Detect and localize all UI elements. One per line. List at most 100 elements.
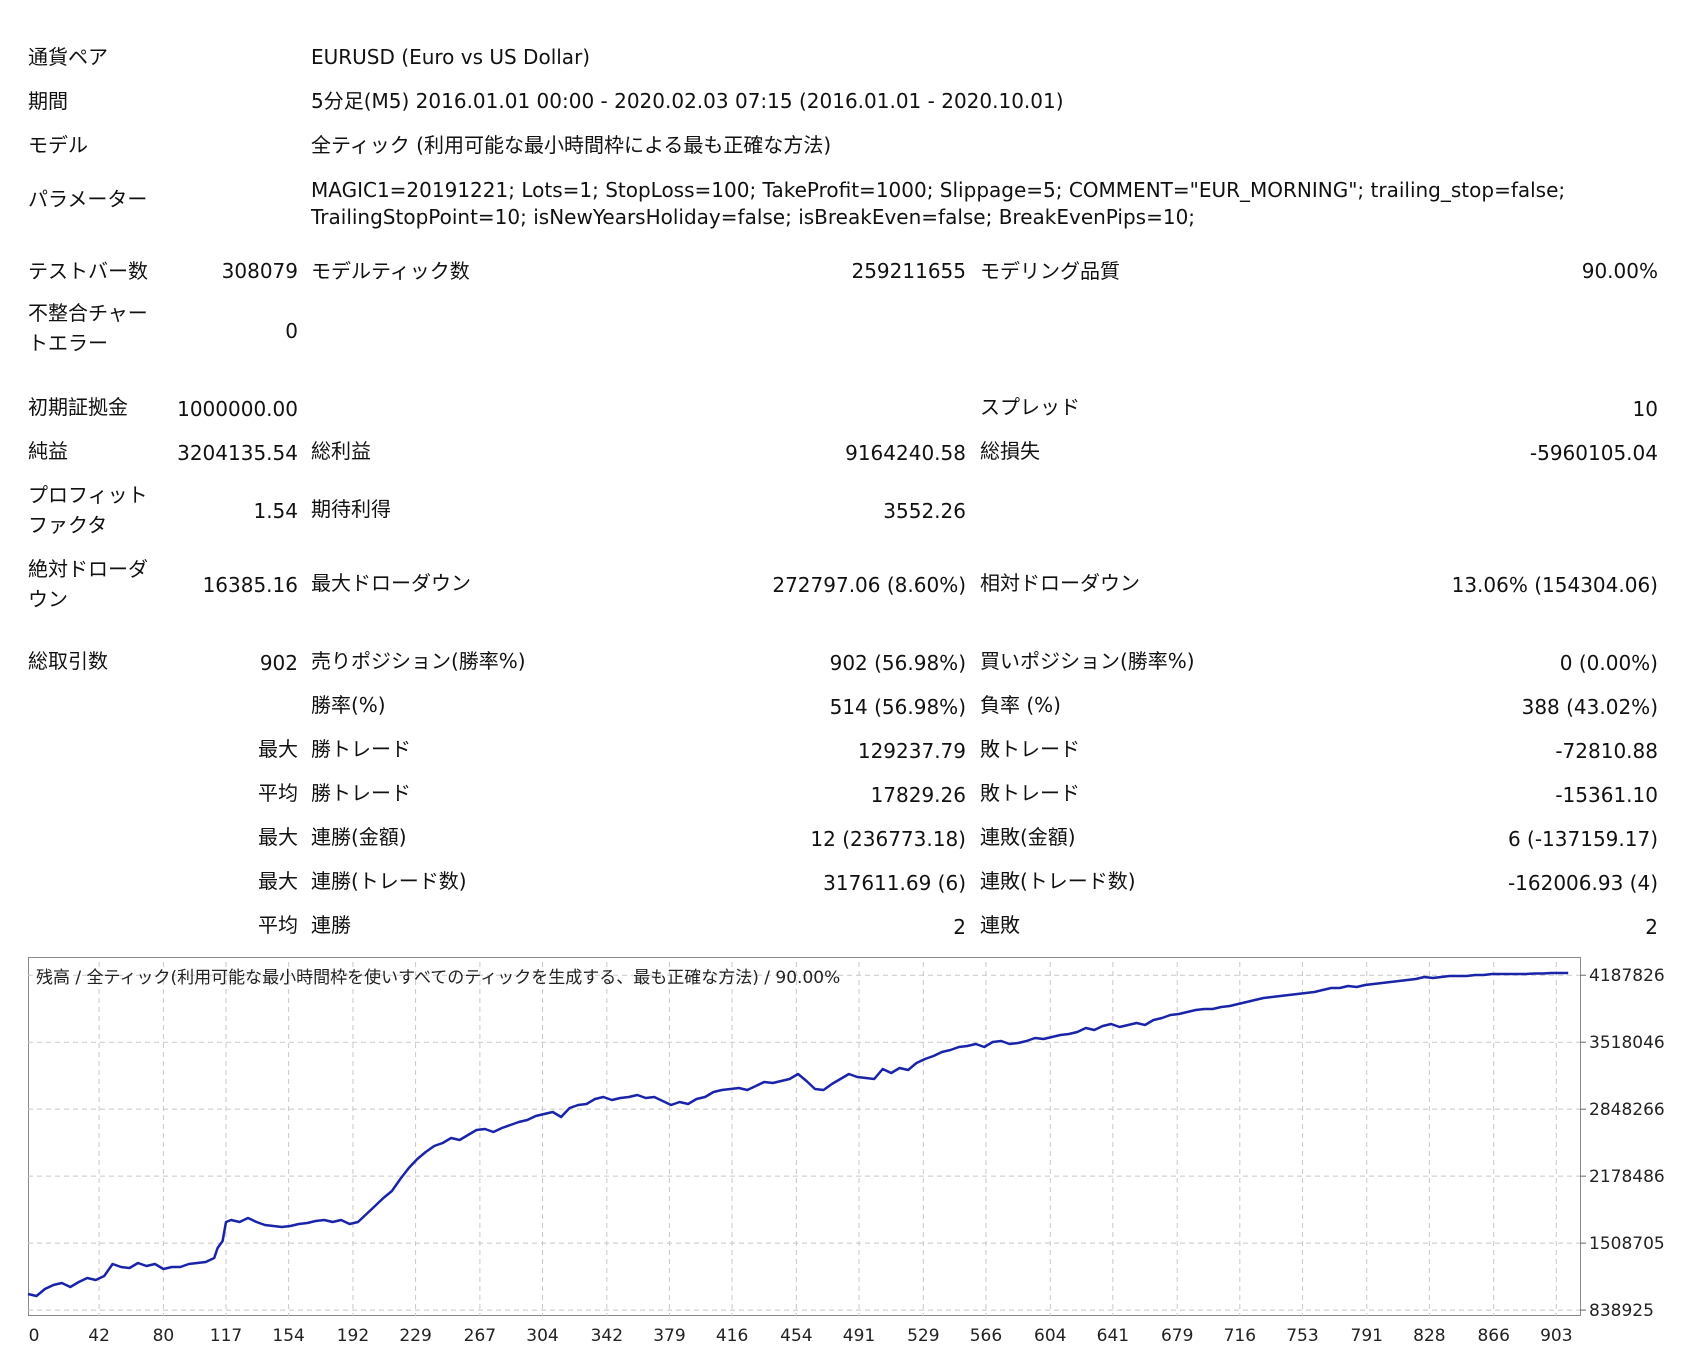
- x-tick-label: 342: [591, 1326, 623, 1346]
- cons-wins-count-label: 連勝(トレード数): [311, 869, 467, 893]
- long-positions-label: 買いポジション(勝率%): [980, 649, 1195, 673]
- x-tick-label: 304: [526, 1326, 558, 1346]
- gross-loss-label: 総損失: [980, 439, 1040, 463]
- y-tick-label: 4187826: [1589, 966, 1665, 986]
- y-tick-label: 2848266: [1589, 1100, 1665, 1120]
- x-tick-label: 42: [88, 1326, 110, 1346]
- x-tick-label: 154: [272, 1326, 304, 1346]
- modeling-quality-value: 90.00%: [1581, 259, 1658, 283]
- period-value: 5分足(M5) 2016.01.01 00:00 - 2020.02.03 07…: [311, 89, 1064, 113]
- model-label: モデル: [28, 133, 88, 157]
- avg-label-1: 平均: [258, 781, 298, 805]
- avg-cons-wins-label: 連勝: [311, 913, 351, 937]
- max-win-trade-label: 勝トレード: [311, 737, 411, 761]
- y-tick-label: 3518046: [1589, 1033, 1665, 1053]
- max-loss-trade-value: -72810.88: [1555, 739, 1658, 763]
- expected-payoff-label: 期待利得: [311, 497, 391, 521]
- x-tick-label: 454: [780, 1326, 812, 1346]
- x-tick-label: 828: [1413, 1326, 1445, 1346]
- gross-profit-label: 総利益: [311, 439, 371, 463]
- profit-factor-label-2: ファクタ: [28, 513, 108, 537]
- test-bars-label: テストバー数: [28, 259, 148, 283]
- gross-loss-value: -5960105.04: [1529, 441, 1658, 465]
- period-label: 期間: [28, 89, 68, 113]
- x-tick-label: 791: [1351, 1326, 1383, 1346]
- cons-losses-money-value: 6 (-137159.17): [1507, 827, 1658, 851]
- parameters-line-2: TrailingStopPoint=10; isNewYearsHoliday=…: [311, 205, 1196, 229]
- relative-drawdown-label: 相対ドローダウン: [980, 571, 1140, 595]
- x-tick-label: 566: [970, 1326, 1002, 1346]
- max-label-2: 最大: [258, 825, 298, 849]
- avg-loss-trade-label: 敗トレード: [980, 781, 1080, 805]
- parameters-value: MAGIC1=20191221; Lots=1; StopLoss=100; T…: [311, 177, 1671, 231]
- y-tick-label: 1508705: [1589, 1234, 1665, 1254]
- avg-label-2: 平均: [258, 913, 298, 937]
- x-tick-label: 529: [907, 1326, 939, 1346]
- win-rate-value: 514 (56.98%): [829, 695, 966, 719]
- parameters-line-1: MAGIC1=20191221; Lots=1; StopLoss=100; T…: [311, 178, 1566, 202]
- max-label-1: 最大: [258, 737, 298, 761]
- avg-loss-trade-value: -15361.10: [1555, 783, 1658, 807]
- x-tick-label: 866: [1477, 1326, 1509, 1346]
- gross-profit-value: 9164240.58: [845, 441, 966, 465]
- avg-win-trade-value: 17829.26: [870, 783, 966, 807]
- currency-pair-label: 通貨ペア: [28, 45, 108, 69]
- absolute-drawdown-label-2: ウン: [28, 587, 68, 611]
- cons-wins-money-label: 連勝(金額): [311, 825, 407, 849]
- model-value: 全ティック (利用可能な最小時間枠による最も正確な方法): [311, 133, 832, 157]
- y-tick-label: 838925: [1589, 1301, 1654, 1321]
- avg-cons-losses-value: 2: [1645, 915, 1658, 939]
- initial-deposit-label: 初期証拠金: [28, 395, 128, 419]
- expected-payoff-value: 3552.26: [883, 499, 966, 523]
- win-rate-label: 勝率(%): [311, 693, 386, 717]
- model-ticks-value: 259211655: [851, 259, 966, 283]
- mismatch-label-2: トエラー: [28, 331, 108, 355]
- total-trades-value: 902: [259, 651, 298, 675]
- parameters-label: パラメーター: [28, 187, 148, 211]
- profit-factor-value: 1.54: [253, 499, 298, 523]
- absolute-drawdown-value: 16385.16: [202, 573, 298, 597]
- model-ticks-label: モデルティック数: [311, 259, 470, 283]
- x-tick-label: 80: [153, 1326, 175, 1346]
- short-positions-value: 902 (56.98%): [829, 651, 966, 675]
- x-tick-label: 641: [1097, 1326, 1129, 1346]
- relative-drawdown-value: 13.06% (154304.06): [1451, 573, 1658, 597]
- spread-label: スプレッド: [980, 395, 1080, 419]
- cons-losses-count-label: 連敗(トレード数): [980, 869, 1136, 893]
- x-tick-label: 117: [210, 1326, 242, 1346]
- short-positions-label: 売りポジション(勝率%): [311, 649, 526, 673]
- x-tick-label: 0: [29, 1326, 40, 1346]
- x-tick-label: 267: [464, 1326, 496, 1346]
- chart-title: 残高 / 全ティック(利用可能な最小時間枠を使いすべてのティックを生成する、最も…: [36, 968, 841, 988]
- y-tick-label: 2178486: [1589, 1167, 1665, 1187]
- x-tick-label: 753: [1286, 1326, 1318, 1346]
- mismatch-label-1: 不整合チャー: [28, 301, 148, 325]
- x-tick-label: 229: [399, 1326, 431, 1346]
- currency-pair-value: EURUSD (Euro vs US Dollar): [311, 45, 591, 69]
- max-drawdown-label: 最大ドローダウン: [311, 571, 471, 595]
- modeling-quality-label: モデリング品質: [980, 259, 1120, 283]
- max-loss-trade-label: 敗トレード: [980, 737, 1080, 761]
- long-positions-value: 0 (0.00%): [1559, 651, 1658, 675]
- net-profit-value: 3204135.54: [177, 441, 298, 465]
- loss-rate-label: 負率 (%): [980, 693, 1061, 717]
- x-tick-label: 379: [653, 1326, 685, 1346]
- total-trades-label: 総取引数: [28, 649, 108, 673]
- cons-wins-money-value: 12 (236773.18): [810, 827, 966, 851]
- loss-rate-value: 388 (43.02%): [1521, 695, 1658, 719]
- balance-chart-frame: [28, 957, 1581, 1316]
- avg-cons-wins-value: 2: [953, 915, 966, 939]
- x-tick-label: 903: [1540, 1326, 1572, 1346]
- avg-cons-losses-label: 連敗: [980, 913, 1020, 937]
- max-label-3: 最大: [258, 869, 298, 893]
- x-tick-label: 192: [337, 1326, 369, 1346]
- cons-losses-money-label: 連敗(金額): [980, 825, 1076, 849]
- profit-factor-label-1: プロフィット: [28, 483, 148, 507]
- absolute-drawdown-label-1: 絶対ドローダ: [28, 557, 148, 581]
- max-win-trade-value: 129237.79: [857, 739, 966, 763]
- x-tick-label: 604: [1034, 1326, 1066, 1346]
- cons-wins-count-value: 317611.69 (6): [823, 871, 966, 895]
- max-drawdown-value: 272797.06 (8.60%): [772, 573, 966, 597]
- spread-value: 10: [1632, 397, 1658, 421]
- x-tick-label: 716: [1224, 1326, 1256, 1346]
